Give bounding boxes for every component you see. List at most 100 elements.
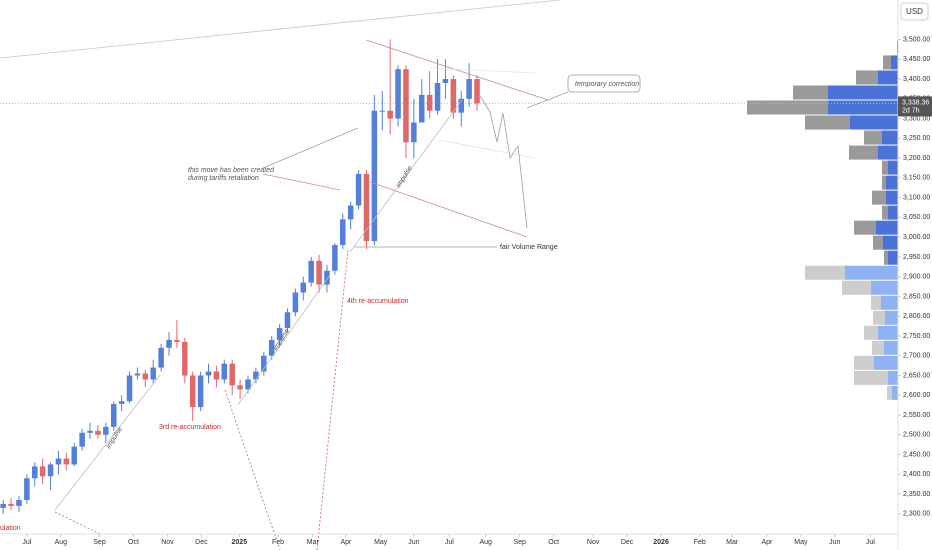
x-tick-label: May — [374, 539, 388, 546]
profile-down — [793, 85, 828, 100]
profile-down — [882, 205, 888, 220]
trend-line — [0, 0, 561, 59]
candle-body — [411, 122, 417, 143]
annotation: temporary correction — [575, 81, 639, 88]
y-tick-label: 3,050.00 — [903, 214, 930, 221]
profile-down — [872, 340, 884, 355]
y-tick-label: 3,250.00 — [903, 135, 930, 142]
candle-body — [355, 173, 362, 206]
x-tick-label: Nov — [587, 539, 600, 546]
y-tick-label: 2,400.00 — [903, 471, 930, 478]
profile-down — [873, 310, 885, 325]
x-tick-label: Dec — [195, 539, 208, 546]
x-tick-label: Feb — [694, 539, 706, 546]
drawings — [0, 0, 641, 550]
candle-body — [39, 466, 46, 477]
candle-body — [379, 110, 386, 112]
dashed-line — [224, 389, 281, 550]
candle-body — [8, 503, 14, 506]
x-tick-label: Sep — [513, 539, 526, 546]
candle-body — [403, 69, 409, 143]
x-tick-label: Jul — [22, 539, 31, 546]
candle-body — [95, 430, 101, 435]
profile-down — [884, 250, 888, 265]
x-tick-label: Oct — [548, 539, 559, 546]
profile-up — [888, 370, 898, 385]
currency-box[interactable] — [900, 2, 929, 21]
profile-up — [845, 265, 898, 280]
profile-down — [873, 235, 883, 250]
x-tick-label: Apr — [761, 539, 773, 546]
profile-up — [886, 190, 898, 205]
callout-line — [262, 173, 341, 191]
impulse-line — [54, 374, 161, 511]
dashed-line — [54, 511, 101, 535]
annotation: 3rd re-accumulation — [159, 424, 221, 431]
candle-body — [292, 292, 299, 313]
profile-up — [885, 310, 898, 325]
candle-body — [458, 98, 465, 113]
x-tick-label: Feb — [272, 539, 284, 546]
candle-body — [110, 403, 117, 427]
candle-body — [466, 79, 472, 99]
profile-up — [828, 100, 898, 115]
profile-down — [887, 385, 892, 400]
y-tick-label: 2,300.00 — [903, 511, 930, 518]
x-tick-label: May — [794, 539, 808, 546]
candle-body — [363, 173, 370, 242]
candle-body — [87, 430, 93, 433]
x-tick-label: Aug — [55, 539, 68, 546]
y-tick-label: 2,700.00 — [903, 353, 930, 360]
callout-box — [567, 74, 641, 93]
y-tick-label: 2,450.00 — [903, 451, 930, 458]
candle-body — [16, 500, 22, 506]
x-tick-label: Apr — [340, 539, 352, 546]
profile-up — [874, 355, 898, 370]
candle-body — [221, 363, 228, 380]
y-tick-label: 2,350.00 — [903, 491, 930, 498]
candle-body — [79, 432, 85, 447]
annotation: 4th re-accumulation — [347, 298, 409, 305]
y-tick-label: 2,900.00 — [903, 274, 930, 281]
x-tick-label: Jun — [829, 539, 840, 546]
profile-up — [878, 325, 898, 340]
x-tick-label: Dec — [621, 539, 634, 546]
candle-body — [284, 312, 291, 329]
profile-down — [854, 370, 888, 385]
y-tick-label: 3,500.00 — [903, 36, 930, 43]
annotation: during tariffs retaliation — [188, 175, 259, 182]
profile-down — [747, 100, 828, 115]
profile-down — [849, 145, 878, 160]
profile-up — [828, 85, 898, 100]
x-tick-label: Nov — [161, 539, 174, 546]
y-tick-label: 3,300.00 — [903, 115, 930, 122]
candle-body — [213, 371, 220, 380]
candle-body — [24, 478, 30, 500]
candle-body — [71, 446, 78, 465]
x-tick-label: Jul — [866, 539, 875, 546]
profile-down — [872, 190, 886, 205]
candle-body — [387, 110, 393, 119]
profile-up — [881, 295, 898, 310]
candle-body — [158, 347, 164, 368]
candle-body — [434, 83, 441, 111]
candle-body — [55, 458, 62, 465]
x-tick-label: Mar — [307, 539, 320, 546]
callout-line — [526, 91, 569, 109]
candle-body — [126, 375, 133, 402]
candle-body — [47, 464, 54, 477]
y-tick-label: 2,850.00 — [903, 293, 930, 300]
faint-line — [429, 67, 536, 74]
candle-body — [237, 385, 243, 390]
candle-body — [253, 371, 259, 380]
profile-up — [884, 340, 898, 355]
x-tick-label: Aug — [479, 539, 492, 546]
candle-body — [205, 371, 212, 376]
candle-body — [31, 466, 38, 479]
projection-path — [479, 95, 528, 229]
candle-body — [340, 219, 346, 246]
x-tick-label: Mar — [726, 539, 739, 546]
candle-body — [182, 341, 188, 376]
